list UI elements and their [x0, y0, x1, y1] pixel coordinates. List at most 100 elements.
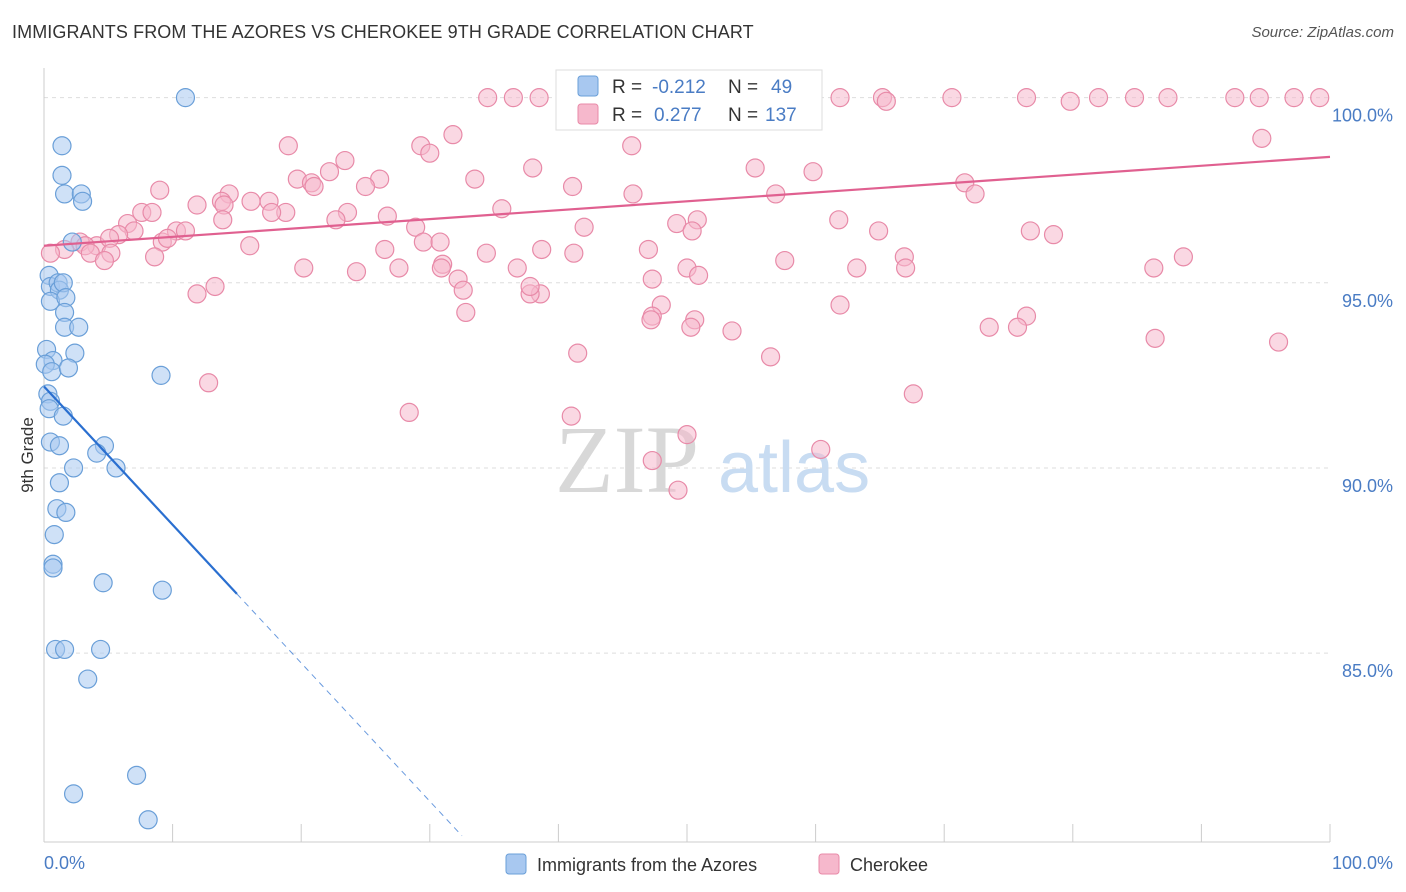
cherokee-point [1016, 88, 1037, 108]
x-tick-labels: 0.0% 100.0% [44, 853, 1393, 873]
cherokee-point [869, 221, 889, 241]
azores-point [78, 669, 98, 689]
cherokee-point [1173, 247, 1193, 267]
cherokee-point [144, 247, 165, 267]
cherokee-point [1020, 221, 1040, 241]
watermark-atlas: atlas [718, 428, 870, 508]
cherokee-point [40, 243, 61, 263]
cherokee-point [1225, 88, 1245, 108]
cherokee-point [623, 184, 643, 204]
cherokee-point [523, 158, 543, 178]
stats-azores-n-value: 49 [771, 77, 792, 98]
azores-point [52, 165, 72, 185]
azores-point [43, 558, 63, 578]
cherokee-point [241, 191, 261, 211]
cherokee-point [375, 239, 395, 260]
cherokee-point [413, 232, 433, 252]
cherokee-point [830, 295, 850, 315]
watermark: ZIP atlas [555, 406, 870, 513]
cherokee-points [40, 88, 1330, 500]
cherokee-point [205, 276, 225, 297]
cherokee-point [1144, 258, 1164, 278]
cherokee-point [430, 232, 450, 252]
cherokee-point [319, 162, 340, 182]
cherokee-point [876, 91, 896, 111]
cherokee-point [389, 258, 409, 278]
azores-point [56, 502, 76, 523]
legend-azores-label: Immigrants from the Azores [537, 855, 757, 875]
cherokee-point [406, 217, 426, 237]
cherokee-point [443, 125, 463, 145]
cherokee-point [722, 321, 742, 341]
cherokee-point [1043, 225, 1064, 245]
azores-point [53, 406, 73, 426]
trendlines [43, 155, 1331, 837]
series-legend: Immigrants from the Azores Cherokee [505, 853, 928, 875]
stats-azores-r-label: R = [612, 77, 642, 98]
azores-point [44, 525, 64, 545]
cherokee-point [355, 176, 376, 197]
stats-cherokee-n-label: N = [728, 105, 758, 126]
cherokee-point [465, 169, 485, 189]
cherokee-point [1268, 332, 1289, 352]
cherokee-point [520, 276, 540, 297]
cherokee-point [942, 88, 962, 108]
cherokee-point [760, 347, 781, 367]
cherokee-point [896, 258, 916, 278]
cherokee-point [278, 136, 298, 156]
cherokee-point [503, 88, 523, 108]
stats-cherokee-n-value: 137 [765, 105, 797, 126]
cherokee-point [262, 202, 282, 223]
y-tick-label: 90.0% [1342, 476, 1393, 496]
cherokee-point [507, 258, 527, 278]
stats-azores-r-value: -0.212 [652, 77, 706, 98]
cherokee-point [1310, 88, 1330, 108]
cherokee-point [453, 280, 473, 300]
stats-azores-swatch [577, 75, 599, 97]
y-tick-label: 85.0% [1342, 661, 1393, 681]
y-tick-label: 95.0% [1342, 291, 1393, 311]
azores-point [138, 810, 158, 830]
x-tick-label: 0.0% [44, 853, 85, 873]
cherokee-point [213, 210, 233, 230]
cherokee-point [811, 439, 831, 460]
cherokee-point [803, 162, 823, 182]
y-axis-label: 9th Grade [18, 417, 37, 493]
chart-title: IMMIGRANTS FROM THE AZORES VS CHEROKEE 9… [12, 22, 754, 42]
cherokee-point [1088, 88, 1109, 108]
azores-point [63, 784, 84, 804]
cherokee-point [456, 302, 476, 323]
cherokee-point [1252, 128, 1272, 148]
azores-point [126, 765, 147, 785]
legend-cherokee-label: Cherokee [850, 855, 928, 875]
source-label: Source: ZipAtlas.com [1251, 24, 1394, 41]
cherokee-point [304, 176, 324, 197]
azores-point [93, 573, 113, 593]
azores-point [42, 362, 62, 382]
azores-trendline [43, 385, 238, 595]
cherokee-point [142, 202, 162, 223]
azores-trendline-extension [236, 593, 463, 837]
cherokee-point [187, 195, 207, 215]
cherokee-point [688, 265, 709, 285]
cherokee-point [642, 269, 662, 289]
azores-point [152, 580, 172, 600]
azores-point [175, 88, 196, 108]
cherokee-point [622, 136, 642, 156]
cherokee-point [399, 402, 419, 423]
stats-cherokee-r-label: R = [612, 105, 642, 126]
azores-point [63, 458, 84, 478]
cherokee-point [642, 450, 662, 471]
legend-azores-swatch [505, 853, 527, 875]
y-tick-labels: 100.0% 95.0% 90.0% 85.0% [1332, 106, 1393, 682]
azores-point [90, 639, 111, 660]
cherokee-point [667, 213, 687, 234]
cherokee-point [1284, 88, 1304, 108]
cherokee-point [294, 258, 314, 278]
cherokee-point [240, 236, 260, 256]
cherokee-point [564, 243, 584, 263]
cherokee-point [1249, 88, 1269, 108]
azores-point [54, 639, 75, 660]
cherokee-point [94, 250, 115, 271]
